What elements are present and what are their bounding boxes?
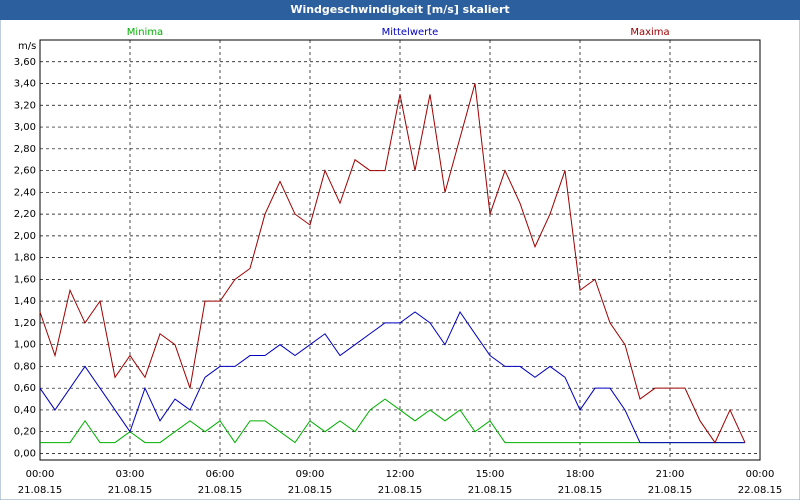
x-tick-label: 00:00 <box>26 469 55 480</box>
data-line <box>40 398 745 444</box>
x-tick-date: 22.08.15 <box>738 485 783 496</box>
x-tick-date: 21.08.15 <box>288 485 333 496</box>
y-tick-label: 1,20 <box>14 318 36 329</box>
y-tick-label: 1,80 <box>14 253 36 264</box>
y-tick-label: 2,40 <box>14 187 36 198</box>
y-tick-label: 2,00 <box>14 231 36 242</box>
x-tick-label: 15:00 <box>476 469 505 480</box>
y-tick-label: 0,80 <box>14 361 36 372</box>
y-tick-label: 3,40 <box>14 79 36 90</box>
y-tick-label: 2,60 <box>14 166 36 177</box>
y-tick-label: 3,20 <box>14 100 36 111</box>
x-tick-label: 06:00 <box>206 469 235 480</box>
y-tick-label: 3,60 <box>14 57 36 68</box>
y-tick-label: 0,40 <box>14 405 36 416</box>
y-unit: m/s <box>18 41 36 52</box>
y-tick-label: 0,20 <box>14 427 36 438</box>
x-tick-date: 21.08.15 <box>198 485 243 496</box>
y-tick-label: 1,60 <box>14 274 36 285</box>
title-bar <box>0 0 800 20</box>
x-tick-date: 21.08.15 <box>378 485 423 496</box>
data-line <box>39 311 745 444</box>
chart-title: Windgeschwindigkeit [m/s] skaliert <box>290 3 509 16</box>
x-tick-label: 09:00 <box>296 469 325 480</box>
legend-entry: Mittelwerte <box>382 27 439 38</box>
x-tick-label: 03:00 <box>116 469 145 480</box>
x-tick-date: 21.08.15 <box>558 485 603 496</box>
x-tick-date: 21.08.15 <box>108 485 153 496</box>
y-tick-label: 0,60 <box>14 383 36 394</box>
y-tick-label: 1,00 <box>14 340 36 351</box>
data-line <box>39 83 746 444</box>
x-tick-label: 00:00 <box>746 469 775 480</box>
y-tick-label: 2,80 <box>14 144 36 155</box>
y-tick-label: 0,00 <box>14 448 36 459</box>
x-tick-label: 18:00 <box>566 469 595 480</box>
legend-entry: Minima <box>127 27 163 38</box>
x-tick-date: 21.08.15 <box>648 485 693 496</box>
x-tick-label: 21:00 <box>656 469 685 480</box>
legend-entry: Maxima <box>630 27 669 38</box>
y-tick-label: 3,00 <box>14 122 36 133</box>
y-tick-label: 2,20 <box>14 209 36 220</box>
x-tick-date: 21.08.15 <box>468 485 513 496</box>
y-tick-label: 1,40 <box>14 296 36 307</box>
x-tick-label: 12:00 <box>386 469 415 480</box>
x-tick-date: 21.08.15 <box>18 485 63 496</box>
